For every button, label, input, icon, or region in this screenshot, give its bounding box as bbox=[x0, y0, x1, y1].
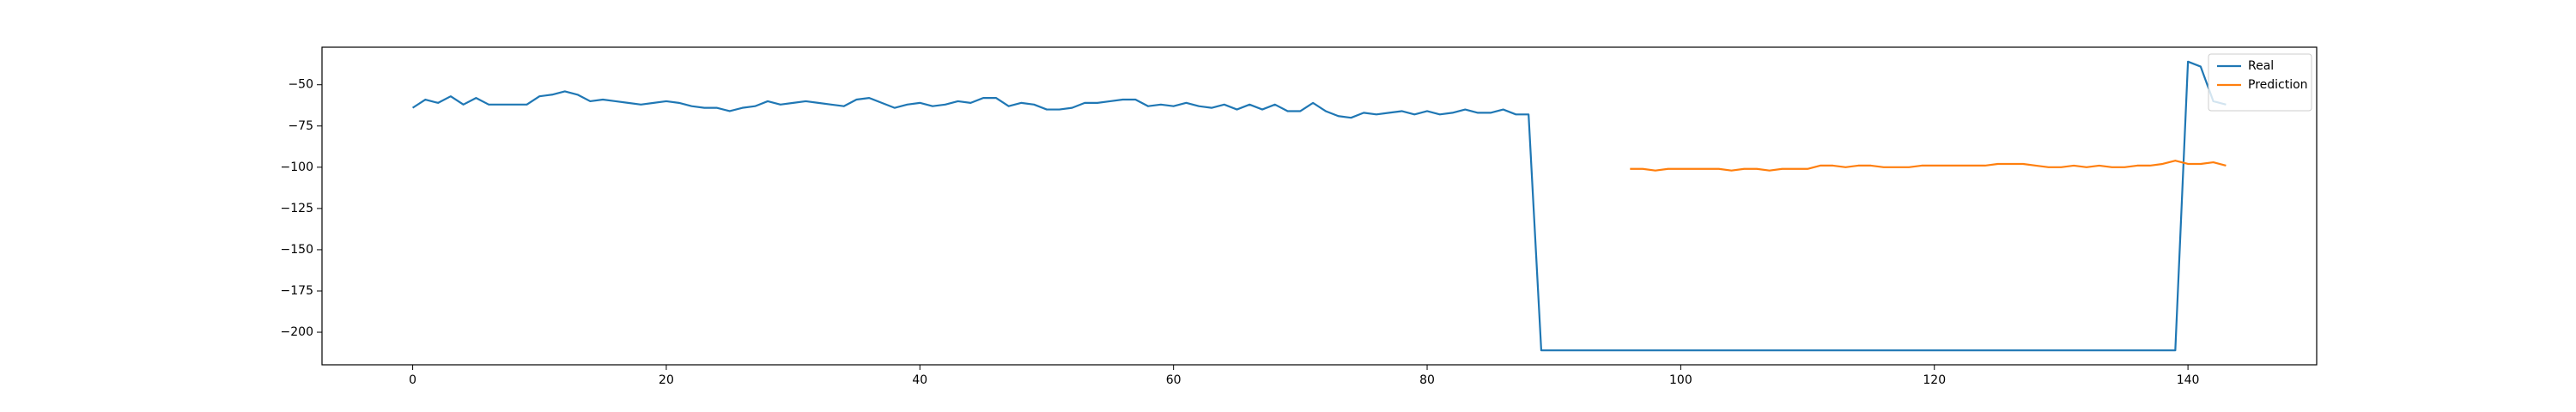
data-line bbox=[1630, 160, 2227, 172]
data-line bbox=[411, 60, 2227, 352]
y-tick-label: −75 bbox=[288, 119, 313, 133]
x-tick-label: 100 bbox=[1669, 373, 1692, 387]
x-tick-label: 40 bbox=[912, 373, 927, 387]
y-tick-label: −150 bbox=[281, 243, 313, 257]
x-tick-label: 120 bbox=[1923, 373, 1946, 387]
y-tick-label: −125 bbox=[281, 202, 313, 215]
x-tick-label: 140 bbox=[2177, 373, 2200, 387]
legend-box bbox=[2208, 53, 2312, 112]
x-tick-label: 0 bbox=[409, 373, 416, 387]
legend-label: Real bbox=[2248, 59, 2274, 73]
y-tick-label: −100 bbox=[281, 161, 313, 174]
y-tick-label: −200 bbox=[281, 325, 313, 339]
x-tick-label: 20 bbox=[659, 373, 674, 387]
y-tick-label: −50 bbox=[288, 78, 313, 92]
x-tick-label: 60 bbox=[1166, 373, 1182, 387]
legend-label: Prediction bbox=[2248, 78, 2308, 92]
x-tick-label: 80 bbox=[1419, 373, 1435, 387]
axes-frame bbox=[321, 46, 2318, 366]
y-tick-label: −175 bbox=[281, 284, 313, 298]
